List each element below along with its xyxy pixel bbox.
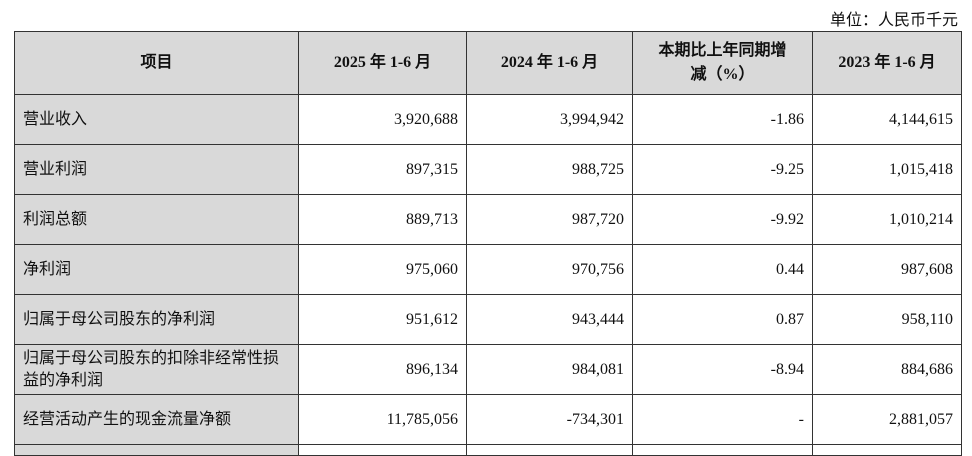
cell-value: 987,720 [466,194,633,245]
table-row: 利润总额 889,713 987,720 -9.92 1,010,214 [14,194,962,245]
row-label: 净利润 [14,244,299,295]
cell-value: 988,725 [466,144,633,195]
cell-value: 896,134 [298,344,467,395]
table-row: 营业收入 3,920,688 3,994,942 -1.86 4,144,615 [14,94,962,145]
financial-table: 项目 2025 年 1-6 月 2024 年 1-6 月本期比上年同期增减（%） 20… [14,31,962,456]
cell-value: 889,713 [298,194,467,245]
cell-value: - [632,394,813,445]
row-label: 归属于母公司股东的净利润 [14,294,299,345]
cell-value: 2,881,057 [812,394,962,445]
cell-value: -8.94 [632,344,813,395]
cell-value: 951,612 [298,294,467,345]
cell-value: 11,785,056 [298,394,467,445]
cell-value: 943,444 [466,294,633,345]
row-label: 利润总额 [14,194,299,245]
cell-value: 1,015,418 [812,144,962,195]
cell-value: -734,301 [466,394,633,445]
column-header: 2023 年 1-6 月 [812,31,962,95]
row-label: 经营活动产生的现金流量净额 [14,394,299,445]
cell-value: 984,081 [466,344,633,395]
cell-empty [466,444,633,456]
cell-value: 0.87 [632,294,813,345]
row-label: 营业收入 [14,94,299,145]
row-label: 营业利润 [14,144,299,195]
column-header: 2025 年 1-6 月 [298,31,467,95]
cell-value: 884,686 [812,344,962,395]
cell-value: 975,060 [298,244,467,295]
table-row: 净利润 975,060 970,756 0.44 987,608 [14,244,962,295]
cell-value: 0.44 [632,244,813,295]
cell-value: 987,608 [812,244,962,295]
table-row: 归属于母公司股东的扣除非经常性损益的净利润 896,134 984,081 -8.94… [14,344,962,395]
cell-empty [14,444,299,456]
header-row: 项目 2025 年 1-6 月 2024 年 1-6 月本期比上年同期增减（%） 20… [14,31,962,95]
column-header: 2024 年 1-6 月 [466,31,633,95]
cell-value: -9.25 [632,144,813,195]
table-row-partial [14,444,962,456]
cell-value: 970,756 [466,244,633,295]
row-label: 归属于母公司股东的扣除非经常性损益的净利润 [14,344,299,395]
table-row: 经营活动产生的现金流量净额 11,785,056 -734,301-2,881,05… [14,394,962,445]
cell-value: 3,994,942 [466,94,633,145]
cell-value: -9.92 [632,194,813,245]
cell-empty [298,444,467,456]
cell-value: 4,144,615 [812,94,962,145]
table-row: 归属于母公司股东的净利润 951,612 943,444 0.87 958,110 [14,294,962,345]
unit-label: 单位：人民币千元 [829,12,958,29]
cell-value: 3,920,688 [298,94,467,145]
cell-empty [632,444,813,456]
column-header: 本期比上年同期增减（%） [632,31,813,95]
column-header: 项目 [14,31,299,95]
cell-value: -1.86 [632,94,813,145]
cell-empty [812,444,962,456]
cell-value: 897,315 [298,144,467,195]
cell-value: 1,010,214 [812,194,962,245]
cell-value: 958,110 [812,294,962,345]
table-row: 营业利润 897,315 988,725 -9.25 1,015,418 [14,144,962,195]
